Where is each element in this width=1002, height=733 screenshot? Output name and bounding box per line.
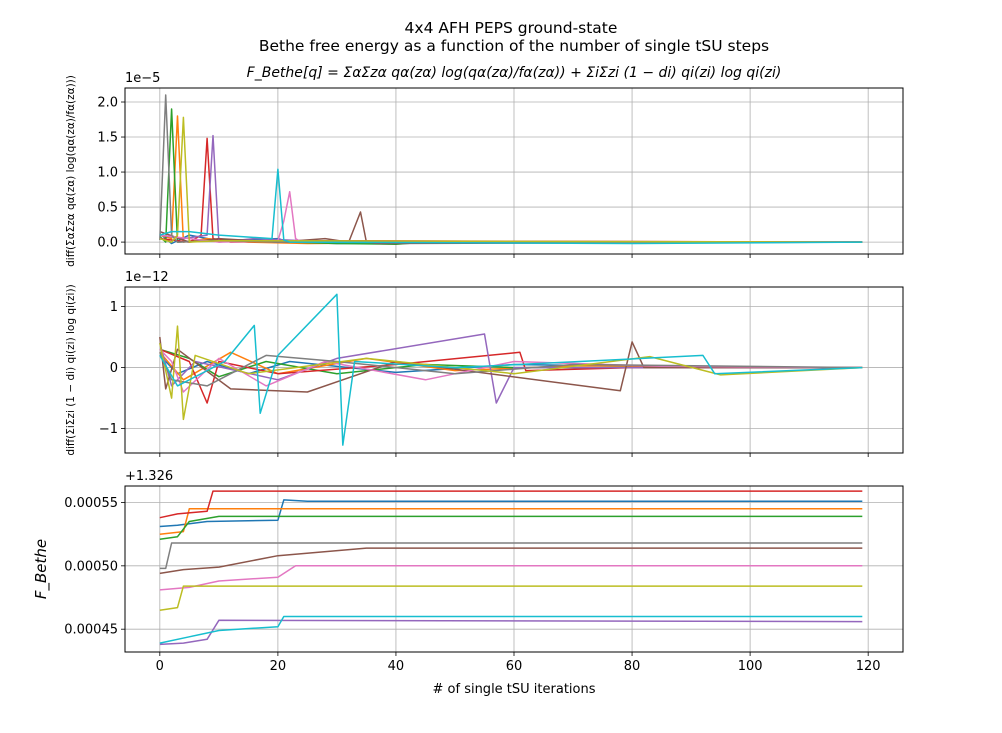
x-tick-label: 40 — [388, 659, 405, 674]
series-line-3 — [159, 515, 863, 540]
y-tick-label: 1.0 — [97, 166, 118, 181]
y-axis-label: F_Bethe — [32, 539, 51, 599]
series-line-9 — [159, 116, 863, 243]
y-axis-label: diff(ΣαΣzα qα(zα) log(qα(zα)/fα(zα))) — [65, 75, 77, 267]
x-tick-label: 100 — [738, 659, 763, 674]
x-tick-label: 80 — [624, 659, 641, 674]
series-line-8 — [159, 542, 863, 570]
series-line-5 — [159, 619, 863, 646]
series-group — [159, 490, 863, 646]
y-tick-label: −1 — [99, 422, 118, 437]
y-tick-label: 1.5 — [97, 131, 118, 146]
series-line-2 — [159, 508, 863, 535]
series-line-4 — [159, 348, 863, 404]
y-tick-label: 0 — [110, 361, 118, 376]
series-line-2 — [159, 115, 863, 245]
series-group — [159, 94, 863, 245]
y-axis-label: diff(ΣiΣzi (1 − di) qi(zi) log qi(zi)) — [65, 284, 77, 455]
y-tick-label: 0.0 — [97, 236, 118, 251]
chart-title-line-1: 4x4 AFH PEPS ground-state — [405, 19, 618, 37]
series-line-10 — [159, 615, 863, 644]
x-tick-label: 0 — [156, 659, 164, 674]
series-line-4 — [159, 137, 863, 243]
series-line-6 — [159, 547, 863, 575]
series-group — [159, 293, 863, 446]
x-axis-label: # of single tSU iterations — [433, 682, 596, 697]
series-line-6 — [159, 336, 863, 393]
panel-energy-term-diff: 0.0 0.5 1.0 1.5 2.0 1e−5 diff(ΣαΣzα qα(zα) log… — [65, 71, 904, 267]
chart-title-line-2: Bethe free energy as a function of the n… — [259, 37, 769, 55]
series-line-7 — [159, 565, 863, 591]
series-line-5 — [159, 333, 863, 404]
series-line-10 — [159, 293, 863, 446]
panel-bethe-free-energy: 0 20 40 60 80 100 120 0.00045 0.00050 0.00055 +1.3… — [32, 469, 904, 674]
series-line-9 — [159, 585, 863, 611]
series-line-9 — [159, 325, 863, 421]
series-line-8 — [159, 94, 863, 243]
y-tick-label: 2.0 — [97, 96, 118, 111]
y-tick-label: 0.00055 — [64, 496, 118, 511]
series-line-10 — [159, 168, 863, 245]
series-line-5 — [159, 134, 863, 243]
series-line-1 — [159, 499, 863, 528]
chart-title-formula: F_Bethe[q] = ΣαΣzα qα(zα) log(qα(zα)/fα(… — [247, 65, 782, 81]
series-line-7 — [159, 190, 863, 243]
axis-offset-label: +1.326 — [125, 469, 173, 484]
panel-entropy-term-diff: −1 0 1 1e−12 diff(ΣiΣzi (1 − di) qi(zi) log … — [65, 270, 904, 457]
series-line-3 — [159, 108, 863, 245]
x-tick-label: 60 — [506, 659, 523, 674]
series-line-4 — [159, 490, 863, 519]
axis-offset-label: 1e−5 — [125, 71, 160, 86]
y-tick-label: 0.5 — [97, 201, 118, 216]
y-tick-label: 1 — [110, 300, 118, 315]
y-tick-label: 0.00045 — [64, 623, 118, 638]
axis-offset-label: 1e−12 — [125, 270, 169, 285]
series-line-8 — [159, 352, 863, 387]
x-tick-label: 120 — [856, 659, 881, 674]
x-tick-label: 20 — [270, 659, 287, 674]
y-tick-label: 0.00050 — [64, 559, 118, 574]
